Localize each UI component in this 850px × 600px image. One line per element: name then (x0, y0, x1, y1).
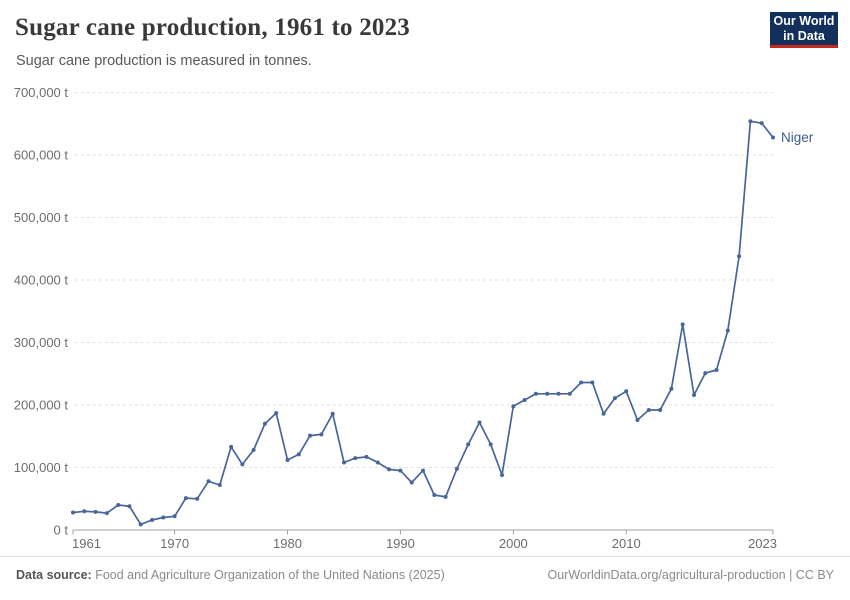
data-point (612, 396, 617, 401)
data-point (590, 380, 595, 385)
data-source-text: Food and Agriculture Organization of the… (95, 568, 445, 582)
data-point (353, 456, 358, 461)
license-link[interactable]: OurWorldinData.org/agricultural-producti… (547, 568, 834, 582)
data-point (206, 479, 211, 484)
data-point (466, 442, 471, 447)
data-point (635, 418, 640, 422)
owid-logo-line1: Our World (773, 13, 835, 28)
data-point (601, 411, 606, 416)
y-axis-tick-label: 300,000 t (14, 335, 69, 350)
data-point (579, 380, 584, 385)
data-point (533, 391, 538, 396)
data-point (454, 466, 459, 471)
data-point (308, 433, 313, 438)
data-point (296, 452, 301, 457)
data-point (240, 462, 245, 467)
y-axis-tick-label: 500,000 t (14, 210, 69, 225)
data-point (319, 432, 324, 437)
data-point (703, 371, 708, 376)
data-point (522, 398, 527, 402)
chart-title: Sugar cane production, 1961 to 2023 (15, 14, 411, 41)
data-point (183, 496, 188, 501)
data-point (759, 121, 764, 126)
data-point (545, 391, 550, 396)
data-point (680, 322, 685, 327)
x-axis-tick-label: 1961 (72, 536, 101, 551)
data-source-label: Data source: (16, 568, 92, 582)
x-axis-tick-label: 1980 (273, 536, 302, 551)
data-point (511, 404, 516, 409)
data-point (82, 509, 87, 514)
data-point (274, 411, 279, 416)
data-point (150, 518, 154, 522)
data-point (488, 442, 493, 447)
data-point (771, 135, 775, 140)
data-point (172, 514, 177, 519)
data-point (669, 386, 674, 391)
data-point (443, 494, 448, 499)
data-point (692, 393, 696, 397)
chart-footer: Data source: Food and Agriculture Organi… (0, 556, 850, 600)
data-point (138, 522, 143, 527)
entity-label[interactable]: Niger (781, 130, 814, 145)
data-point (342, 460, 346, 465)
y-axis-tick-label: 0 t (54, 523, 69, 538)
y-axis-tick-label: 700,000 t (14, 85, 69, 100)
data-point (556, 391, 561, 396)
owid-logo-line2: in Data (783, 28, 825, 43)
data-point (161, 515, 166, 520)
data-point (421, 468, 425, 473)
data-point (195, 496, 200, 501)
chart-subtitle: Sugar cane production is measured in ton… (16, 53, 312, 69)
data-point (127, 504, 132, 509)
data-point (364, 454, 369, 459)
data-point (714, 368, 719, 372)
data-point (387, 467, 392, 472)
owid-logo[interactable]: Our World in Data (770, 12, 838, 48)
data-point (217, 483, 222, 487)
data-point (104, 511, 109, 516)
data-point (116, 503, 121, 507)
data-point (71, 510, 75, 515)
data-point (229, 444, 234, 449)
data-point (330, 411, 335, 416)
x-axis-tick-label: 2000 (499, 536, 528, 551)
y-axis-tick-label: 100,000 t (14, 460, 69, 475)
x-axis-tick-label: 1970 (160, 536, 189, 551)
y-axis-tick-label: 400,000 t (14, 273, 69, 288)
data-point (409, 480, 414, 485)
data-point (748, 119, 753, 124)
data-point (93, 509, 98, 514)
data-point (432, 493, 437, 497)
x-axis-tick-label: 2023 (748, 536, 777, 551)
x-axis-tick-label: 2010 (612, 536, 641, 551)
data-point (658, 408, 663, 412)
data-point (262, 421, 267, 426)
data-source: Data source: Food and Agriculture Organi… (16, 568, 445, 582)
y-axis-tick-label: 600,000 t (14, 148, 69, 163)
data-point (646, 408, 651, 412)
data-point (477, 420, 482, 425)
data-point (375, 460, 380, 465)
data-line[interactable] (72, 120, 774, 526)
data-point (500, 473, 504, 477)
data-point (285, 458, 290, 462)
data-point (624, 389, 629, 394)
data-point (725, 328, 730, 333)
data-point (251, 448, 256, 452)
data-point (737, 254, 742, 259)
data-point (567, 391, 572, 396)
x-axis-tick-label: 1990 (386, 536, 415, 551)
y-axis-tick-label: 200,000 t (14, 398, 69, 413)
data-point (398, 468, 403, 473)
